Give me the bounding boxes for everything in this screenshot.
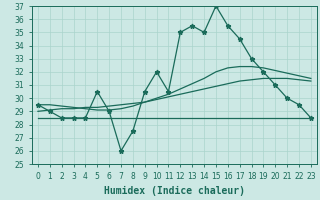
- X-axis label: Humidex (Indice chaleur): Humidex (Indice chaleur): [104, 186, 245, 196]
